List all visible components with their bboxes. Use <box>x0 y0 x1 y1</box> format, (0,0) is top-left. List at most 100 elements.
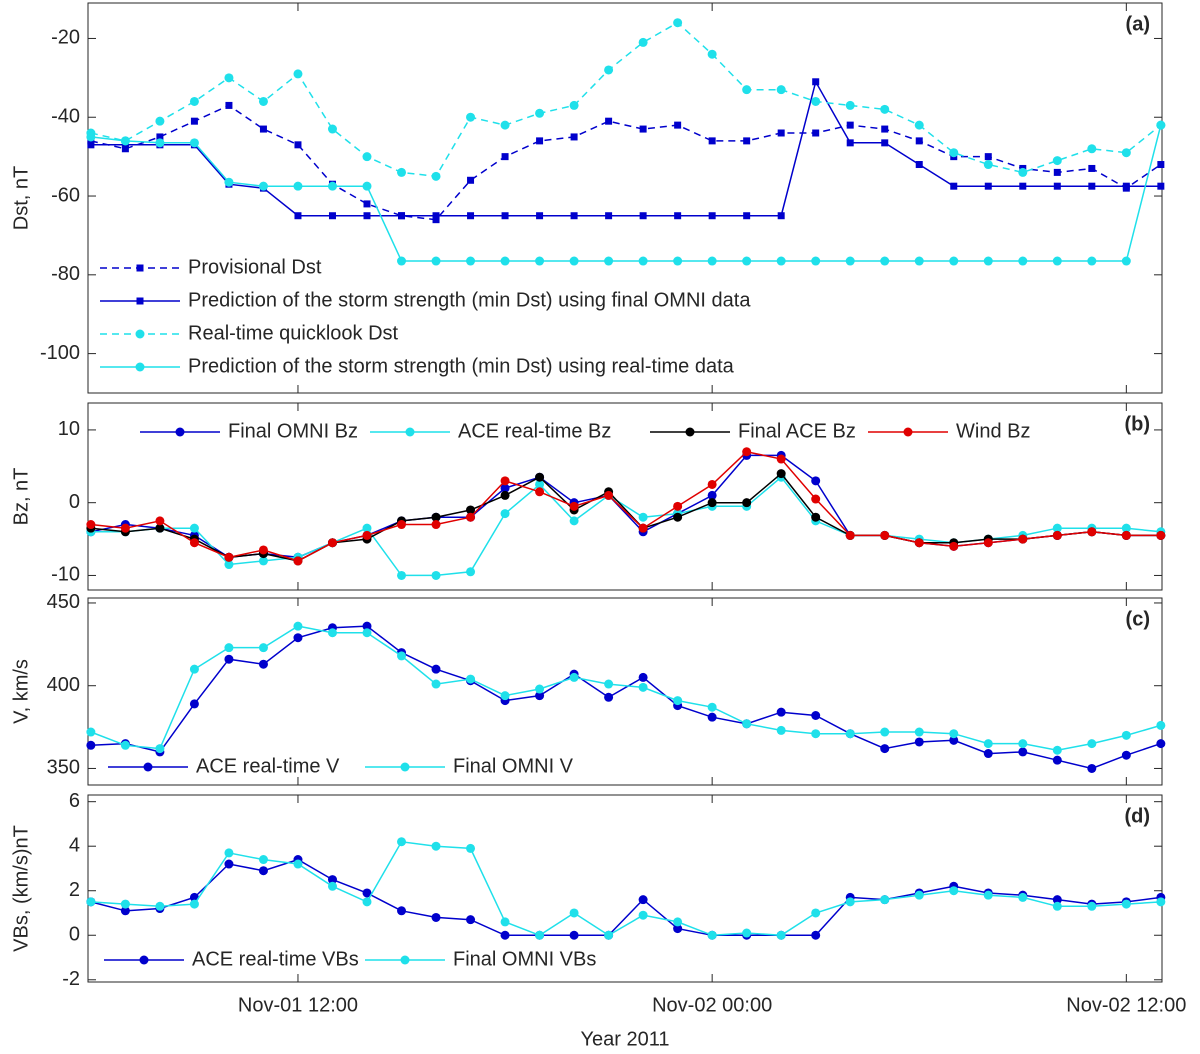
marker <box>1018 534 1028 544</box>
panel-label: (d) <box>1124 805 1150 827</box>
series-line <box>90 450 1161 562</box>
marker <box>294 212 302 220</box>
marker <box>776 469 786 479</box>
marker <box>501 153 509 161</box>
marker <box>1019 182 1027 190</box>
marker <box>466 843 476 853</box>
marker <box>327 538 337 548</box>
marker <box>189 538 199 548</box>
marker <box>466 915 476 925</box>
marker <box>189 899 199 909</box>
legend-label: Final ACE Bz <box>738 420 856 442</box>
marker <box>604 692 614 702</box>
y-tick-label: 400 <box>47 674 80 696</box>
marker <box>673 512 683 522</box>
panel-label: (a) <box>1126 13 1150 35</box>
marker <box>1018 256 1028 266</box>
marker <box>1121 750 1131 760</box>
marker <box>431 171 441 181</box>
legend-marker <box>400 762 410 772</box>
marker <box>673 18 683 28</box>
marker <box>776 454 786 464</box>
marker <box>708 212 716 220</box>
marker <box>224 177 234 187</box>
marker <box>984 153 992 161</box>
marker <box>120 740 130 750</box>
marker <box>1087 527 1097 537</box>
marker <box>983 749 993 759</box>
marker <box>466 112 476 122</box>
marker <box>258 96 268 106</box>
marker <box>466 674 476 684</box>
marker <box>258 866 268 876</box>
marker <box>467 212 475 220</box>
marker <box>776 930 786 940</box>
marker <box>1052 156 1062 166</box>
marker <box>673 501 683 511</box>
marker <box>500 490 510 500</box>
marker <box>258 659 268 669</box>
marker <box>743 137 751 145</box>
marker <box>570 133 578 141</box>
marker <box>880 727 890 737</box>
marker <box>397 570 407 580</box>
legend-label: Final OMNI Bz <box>228 420 358 442</box>
marker <box>949 541 959 551</box>
marker <box>776 85 786 95</box>
marker <box>638 256 648 266</box>
marker <box>742 447 752 457</box>
marker <box>535 684 545 694</box>
marker <box>224 848 234 858</box>
marker <box>984 182 992 190</box>
series-line <box>90 124 1162 262</box>
marker <box>949 735 959 745</box>
marker <box>880 744 890 754</box>
marker <box>569 908 579 918</box>
marker <box>258 855 268 865</box>
marker <box>570 212 578 220</box>
marker <box>432 212 440 220</box>
marker <box>293 181 303 191</box>
marker <box>258 556 268 566</box>
marker <box>1156 739 1166 749</box>
legend-marker <box>143 762 153 772</box>
y-axis-label: V, km/s <box>10 659 32 724</box>
marker <box>155 116 165 126</box>
marker <box>189 138 199 148</box>
marker <box>363 200 371 208</box>
marker <box>431 520 441 530</box>
marker <box>1088 182 1096 190</box>
marker <box>1087 763 1097 773</box>
marker <box>569 930 579 940</box>
series-line <box>90 858 1161 937</box>
marker <box>259 125 267 133</box>
marker <box>500 691 510 701</box>
marker <box>707 49 717 59</box>
marker <box>569 100 579 110</box>
marker <box>604 256 614 266</box>
marker <box>742 85 752 95</box>
marker <box>120 899 130 909</box>
marker <box>500 930 510 940</box>
legend-marker <box>400 955 410 965</box>
marker <box>1087 256 1097 266</box>
marker <box>293 621 303 631</box>
y-tick-label: -40 <box>51 106 80 128</box>
marker <box>155 744 165 754</box>
marker <box>327 875 337 885</box>
marker <box>431 570 441 580</box>
marker <box>1087 739 1097 749</box>
marker <box>811 729 821 739</box>
marker <box>638 37 648 47</box>
marker <box>1156 120 1166 130</box>
marker <box>1156 530 1166 540</box>
marker <box>1156 897 1166 907</box>
marker <box>362 523 372 533</box>
marker <box>708 137 716 145</box>
y-axis-label: Bz, nT <box>10 468 32 526</box>
marker <box>535 487 545 497</box>
marker <box>189 664 199 674</box>
marker <box>1052 901 1062 911</box>
y-tick-label: 2 <box>69 879 80 901</box>
marker <box>190 117 198 125</box>
